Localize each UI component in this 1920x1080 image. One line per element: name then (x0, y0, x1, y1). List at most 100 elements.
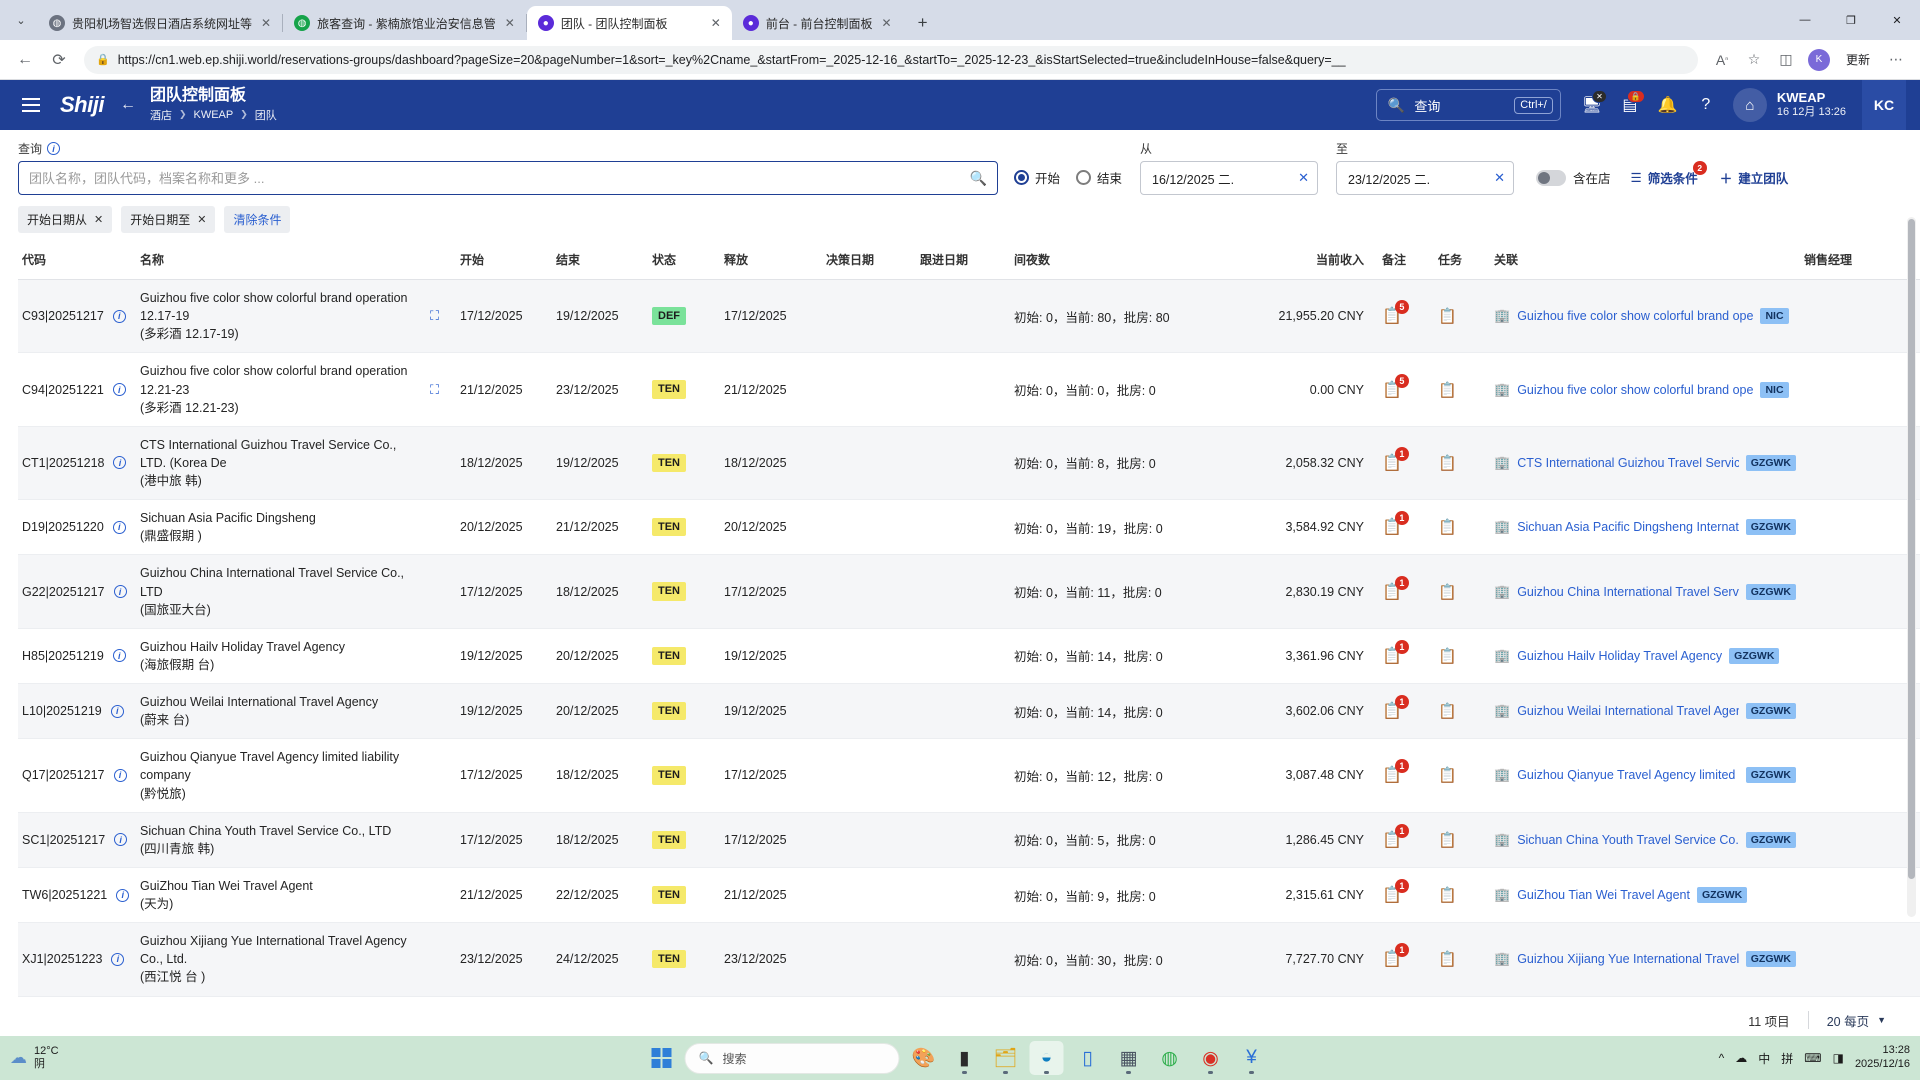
tab-close-icon[interactable]: ✕ (710, 16, 721, 30)
profile-avatar[interactable]: K (1807, 48, 1830, 71)
association-name[interactable]: Guizhou Hailv Holiday Travel Agency (1517, 648, 1723, 663)
browser-tab-3[interactable]: ● 前台 - 前台控制面板 ✕ (732, 6, 903, 40)
cell-name[interactable]: Sichuan China Youth Travel Service Co., … (136, 812, 426, 868)
menu-hamburger-icon[interactable] (14, 88, 48, 122)
note-icon[interactable]: 📋 1 (1382, 575, 1409, 602)
task-clipboard-icon[interactable]: 📋 (1438, 647, 1457, 665)
cell-notes[interactable]: 📋 1 (1378, 738, 1434, 813)
cell-tasks[interactable]: 📋 (1434, 279, 1490, 354)
table-row[interactable]: SC1|20251217 i Sichuan China Youth Travel … (18, 812, 1920, 868)
paint-icon[interactable]: 🎨 (911, 1048, 936, 1069)
search-input[interactable] (29, 170, 970, 186)
note-icon[interactable]: 📋 1 (1382, 823, 1409, 850)
task-clipboard-icon[interactable]: 📋 (1438, 519, 1457, 537)
association-name[interactable]: CTS International Guizhou Travel Service… (1517, 455, 1739, 470)
col-start[interactable]: 开始 (456, 243, 552, 280)
radio-start[interactable]: 开始 (1014, 168, 1060, 187)
cell-code[interactable]: TW6|20251221 i (18, 867, 136, 924)
avatar[interactable]: KC (1862, 80, 1906, 130)
cell-notes[interactable]: 📋 1 (1378, 499, 1434, 556)
cell-association[interactable]: 🏢 Guizhou five color show colorful brand … (1490, 279, 1800, 354)
task-clipboard-icon[interactable]: 📋 (1438, 308, 1457, 326)
cell-tasks[interactable]: 📋 (1434, 554, 1490, 629)
cell-association[interactable]: 🏢 Guizhou China International Travel Serv… (1490, 554, 1800, 629)
filter-chip-start-from[interactable]: 开始日期从 ✕ (18, 206, 113, 233)
table-scrollbar[interactable] (1907, 217, 1916, 917)
breadcrumb-item-0[interactable]: 酒店 (149, 109, 172, 122)
browser-tab-1[interactable]: ◍ 旅客查询 - 紫楠旅馆业治安信息管 ✕ (283, 6, 526, 40)
cell-tasks[interactable]: 📋 (1434, 352, 1490, 427)
wechat-icon[interactable]: ◍ (1161, 1047, 1178, 1069)
col-followup[interactable]: 跟进日期 (916, 243, 1010, 280)
note-icon[interactable]: 📋 5 (1382, 373, 1409, 400)
cell-notes[interactable]: 📋 1 (1378, 922, 1434, 997)
info-icon[interactable]: i (116, 888, 130, 902)
col-sales-manager[interactable]: 销售经理 (1800, 243, 1920, 280)
table-row[interactable]: L10|20251219 i Guizhou Weilai Internationa… (18, 683, 1920, 740)
cell-association[interactable]: 🏢 GuiZhou Tian Wei Travel Agent GZGWK (1490, 867, 1800, 924)
cell-name[interactable]: Guizhou five color show colorful brand o… (136, 352, 426, 427)
info-icon[interactable]: i (47, 142, 61, 155)
task-clipboard-icon[interactable]: 📋 (1438, 767, 1457, 785)
tab-list-chevron-icon[interactable]: ⌄ (16, 14, 26, 27)
cell-name[interactable]: Guizhou Weilai International Travel Agen… (136, 683, 426, 740)
yen-app-icon[interactable]: ¥ (1235, 1041, 1269, 1075)
note-icon[interactable]: 📋 1 (1382, 695, 1409, 721)
ime-language-icon[interactable]: 中 (1758, 1051, 1771, 1066)
cell-association[interactable]: 🏢 Guizhou Weilai International Travel Age… (1490, 683, 1800, 740)
global-search-button[interactable]: 🔍 查询 Ctrl+/ (1375, 89, 1561, 121)
search-icon[interactable]: 🔍 (969, 169, 987, 186)
cell-notes[interactable]: 📋 1 (1378, 812, 1434, 868)
task-clipboard-icon[interactable]: 📋 (1438, 951, 1457, 969)
cell-name[interactable]: GuiZhou Tian Wei Travel Agent (天为) (136, 867, 426, 924)
association-name[interactable]: Guizhou five color show colorful brand o… (1517, 382, 1754, 397)
note-icon[interactable]: 📋 1 (1382, 943, 1409, 969)
cell-code[interactable]: SC1|20251217 i (18, 812, 136, 868)
clear-date-from-icon[interactable]: ✕ (1298, 170, 1310, 185)
table-row[interactable]: H85|20251219 i Guizhou Hailv Holiday Trave… (18, 628, 1920, 685)
cell-association[interactable]: 🏢 Guizhou Hailv Holiday Travel Agency GZGW… (1490, 628, 1800, 685)
cell-tasks[interactable]: 📋 (1434, 867, 1490, 924)
cell-tasks[interactable]: 📋 (1434, 812, 1490, 868)
info-icon[interactable]: i (113, 768, 127, 782)
breadcrumb-item-1[interactable]: KWEAP (193, 108, 234, 121)
col-tasks[interactable]: 任务 (1434, 243, 1490, 280)
cell-notes[interactable]: 📋 1 (1378, 426, 1434, 501)
note-icon[interactable]: 📋 1 (1382, 759, 1409, 785)
network-icon[interactable]: ⌨ (1804, 1051, 1822, 1065)
col-decision[interactable]: 决策日期 (822, 243, 916, 280)
inhouse-toggle-group[interactable]: 含在店 (1514, 168, 1611, 195)
home-icon[interactable]: ⌂ (1732, 88, 1767, 122)
reload-icon[interactable]: ⟳ (52, 51, 66, 69)
help-icon[interactable]: ? (1701, 96, 1711, 113)
cell-tasks[interactable]: 📋 (1434, 738, 1490, 813)
inhouse-toggle[interactable] (1536, 169, 1567, 186)
association-name[interactable]: Guizhou Weilai International Travel Agen… (1517, 704, 1739, 719)
cell-name[interactable]: CTS International Guizhou Travel Service… (136, 426, 426, 501)
chip-remove-icon[interactable]: ✕ (197, 214, 207, 226)
file-explorer-icon[interactable]: 🗂 (989, 1041, 1023, 1075)
per-page-selector[interactable]: 20 每页 ▼ (1809, 1011, 1886, 1030)
volume-icon[interactable]: ◨ (1832, 1051, 1844, 1065)
edge-icon[interactable]: ◒ (1029, 1041, 1064, 1075)
cell-association[interactable]: 🏢 Sichuan Asia Pacific Dingsheng Internat… (1490, 499, 1800, 556)
cell-code[interactable]: C93|20251217 i (18, 279, 136, 354)
tab-close-icon[interactable]: ✕ (504, 16, 515, 30)
new-tab-button[interactable]: + (917, 13, 928, 32)
info-icon[interactable]: i (112, 309, 126, 323)
cell-tasks[interactable]: 📋 (1434, 922, 1490, 997)
cell-association[interactable]: 🏢 Guizhou Xijiang Yue International Trave… (1490, 922, 1800, 997)
browser-menu-icon[interactable]: ⋯ (1889, 51, 1903, 67)
maximize-button[interactable]: ❐ (1846, 14, 1856, 27)
note-icon[interactable]: 📋 1 (1382, 639, 1409, 666)
cell-code[interactable]: CT1|20251218 i (18, 426, 136, 501)
clear-conditions-button[interactable]: 清除条件 (224, 206, 291, 233)
association-name[interactable]: Guizhou Xijiang Yue International Travel… (1517, 952, 1739, 967)
cell-notes[interactable]: 📋 1 (1378, 867, 1434, 924)
cash-register-lock-icon[interactable]: ▤ 🔒 (1613, 88, 1647, 122)
tab-close-icon[interactable]: ✕ (881, 16, 892, 30)
info-icon[interactable]: i (110, 704, 124, 718)
chrome-icon[interactable]: ◉ (1194, 1041, 1228, 1075)
cell-notes[interactable]: 📋 1 (1378, 628, 1434, 685)
association-name[interactable]: Sichuan Asia Pacific Dingsheng Internati… (1517, 520, 1739, 535)
